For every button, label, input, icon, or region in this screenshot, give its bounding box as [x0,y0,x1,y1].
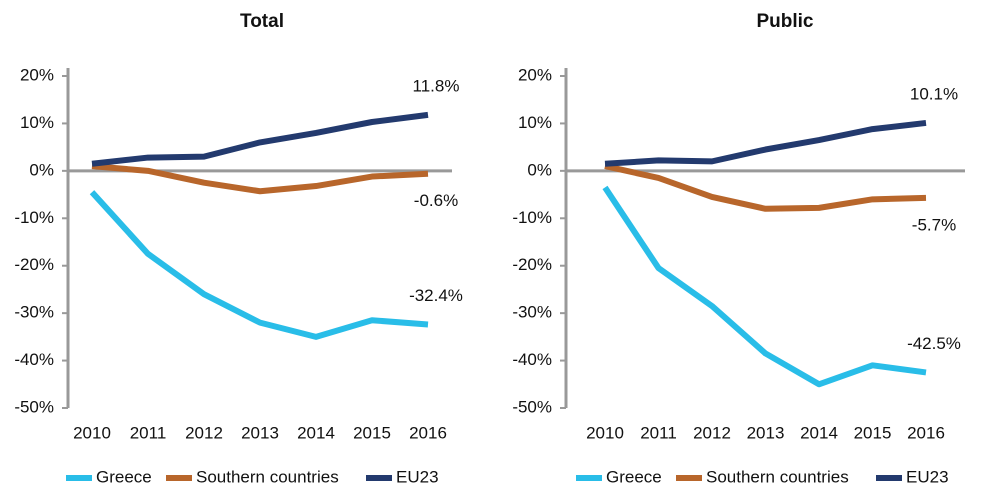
x-tick-label: 2012 [185,423,223,442]
y-tick-label: -30% [512,303,552,322]
x-tick-label: 2011 [130,423,167,442]
y-tick-label: -40% [14,350,54,369]
y-tick-label: -50% [512,397,552,416]
x-tick-label: 2015 [854,423,892,442]
y-tick-label: -10% [14,208,54,227]
y-tick-label: 0% [29,160,54,179]
legend-label: Southern countries [706,467,849,486]
data-label: 11.8% [413,76,460,95]
y-tick-label: 0% [527,160,552,179]
y-tick-label: -10% [512,208,552,227]
data-label: -32.4% [409,286,463,305]
y-tick-label: -20% [512,255,552,274]
y-tick-label: -40% [512,350,552,369]
series-line [91,163,429,195]
y-tick-label: 10% [20,113,54,132]
y-tick-label: 20% [518,65,552,84]
x-tick-label: 2013 [241,423,279,442]
legend-label: EU23 [906,467,949,486]
legend-label: Southern countries [196,467,339,486]
series-line [89,190,429,340]
data-label: -5.7% [912,215,956,234]
x-tick-label: 2013 [747,423,785,442]
x-tick-label: 2014 [800,423,838,442]
x-tick-label: 2014 [297,423,335,442]
data-label: -0.6% [414,191,458,210]
y-tick-label: -20% [14,255,54,274]
legend-label: EU23 [396,467,439,486]
legend-label: Greece [606,467,662,486]
y-tick-label: 10% [518,113,552,132]
x-tick-label: 2012 [693,423,731,442]
series-line [602,185,927,388]
x-tick-label: 2015 [353,423,391,442]
chart-title: Total [240,11,284,32]
series-line [604,119,927,167]
y-tick-label: -50% [14,397,54,416]
x-tick-label: 2010 [73,423,111,442]
y-tick-label: 20% [20,65,54,84]
legend-label: Greece [96,467,152,486]
x-tick-label: 2011 [640,423,677,442]
chart-title: Public [756,11,813,32]
y-tick-label: -30% [14,303,54,322]
x-tick-label: 2016 [907,423,945,442]
series-line [91,111,429,167]
series-line [604,163,927,212]
data-label: 10.1% [910,84,958,103]
x-tick-label: 2016 [409,423,447,442]
data-label: -42.5% [907,334,961,353]
x-tick-label: 2010 [586,423,624,442]
